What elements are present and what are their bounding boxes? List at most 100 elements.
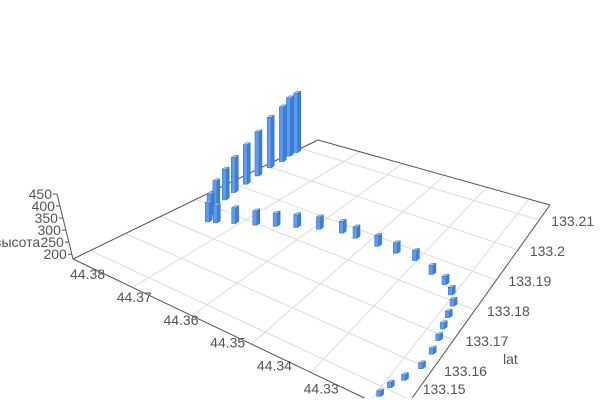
bar-top <box>352 224 361 228</box>
bar-top <box>230 155 240 158</box>
bar-front <box>352 226 358 239</box>
x-tick-label: 44.33 <box>304 381 339 397</box>
bar <box>386 379 396 389</box>
bar-front <box>204 202 210 223</box>
bar-front <box>293 92 298 153</box>
bar <box>251 208 261 226</box>
bar-side <box>356 224 361 239</box>
bar <box>230 205 240 225</box>
bar-top <box>230 205 240 208</box>
grid-line-y <box>195 199 476 311</box>
bar <box>444 308 454 319</box>
grid-line-y <box>125 233 433 371</box>
bar-front <box>435 334 440 341</box>
y-tick-label: 133.15 <box>423 381 466 397</box>
bar <box>449 296 458 307</box>
bar-top <box>386 379 396 383</box>
bar-front <box>374 235 379 247</box>
bar-front <box>286 97 291 157</box>
bar <box>441 273 450 286</box>
floor-edge <box>317 139 551 206</box>
bar-top <box>292 212 302 215</box>
grid-line-y <box>90 250 407 399</box>
bar-top <box>447 284 457 288</box>
bar <box>315 214 325 230</box>
bar-side <box>283 104 287 163</box>
bar <box>373 232 383 247</box>
z-axis-line <box>56 193 74 260</box>
x-tick-label: 44.35 <box>210 335 245 351</box>
bar <box>392 240 402 254</box>
bar-top <box>266 115 275 118</box>
bar-top <box>428 262 437 266</box>
bar <box>254 129 263 177</box>
bar <box>400 372 410 381</box>
bar-front <box>231 157 236 193</box>
bar <box>434 332 444 342</box>
y-tick-label: 133.2 <box>530 243 565 259</box>
bar-front <box>393 242 398 254</box>
bar-front <box>439 322 445 330</box>
bar-front <box>266 117 272 169</box>
bar-front <box>339 221 344 234</box>
bars <box>204 90 458 397</box>
bar-front <box>272 212 278 227</box>
x-tick-label: 44.34 <box>257 358 292 374</box>
bar-side <box>225 166 230 201</box>
z-axis-name: высота <box>0 234 40 250</box>
bar-front <box>441 276 447 285</box>
y-tick-label: 133.18 <box>487 303 530 319</box>
y-tick-label: 133.21 <box>551 213 594 229</box>
bar-front <box>418 362 423 369</box>
bar-top <box>254 129 263 133</box>
bar-side <box>235 205 239 225</box>
bar <box>292 90 302 154</box>
bar-top <box>212 203 222 206</box>
bar <box>242 142 252 185</box>
x-tick-label: 44.37 <box>117 289 152 305</box>
bar-side <box>217 202 221 224</box>
bar <box>375 388 385 397</box>
bar <box>230 154 240 194</box>
bar-top <box>251 208 261 212</box>
bar-top <box>449 296 458 300</box>
bar-front <box>252 210 257 226</box>
bar-side <box>297 90 301 154</box>
bar <box>447 284 457 296</box>
bar-side <box>343 218 347 234</box>
bar <box>338 218 348 234</box>
bar-front <box>254 131 260 177</box>
bar-top <box>221 166 231 170</box>
floor-edges <box>53 139 551 399</box>
bar-side <box>290 95 294 157</box>
x-tick-label: 44.36 <box>163 312 198 328</box>
bar-front <box>279 106 284 163</box>
bar <box>439 320 449 330</box>
bar-top <box>392 240 402 244</box>
bar-front <box>243 144 248 185</box>
bar-side <box>208 200 213 223</box>
bar-top <box>285 95 295 99</box>
bar <box>266 114 275 169</box>
bar-top <box>278 104 288 108</box>
bar <box>212 202 222 224</box>
floor-grid <box>72 139 540 399</box>
bar <box>278 104 288 163</box>
x-tick-label: 44.38 <box>70 266 105 282</box>
bar <box>272 210 281 227</box>
z-tick-label: 350 <box>35 210 59 226</box>
bar-front <box>376 390 381 397</box>
bar-front <box>231 207 236 224</box>
bar-top <box>242 142 252 145</box>
bar-front <box>293 214 298 228</box>
bar-front <box>447 286 453 296</box>
bar <box>428 262 437 275</box>
bar <box>428 345 438 355</box>
bar-front <box>401 374 406 381</box>
bar-top <box>373 233 383 236</box>
bar-side <box>247 142 251 185</box>
bar-top <box>272 210 281 214</box>
bar-front <box>387 381 392 388</box>
bar-top <box>206 191 215 195</box>
